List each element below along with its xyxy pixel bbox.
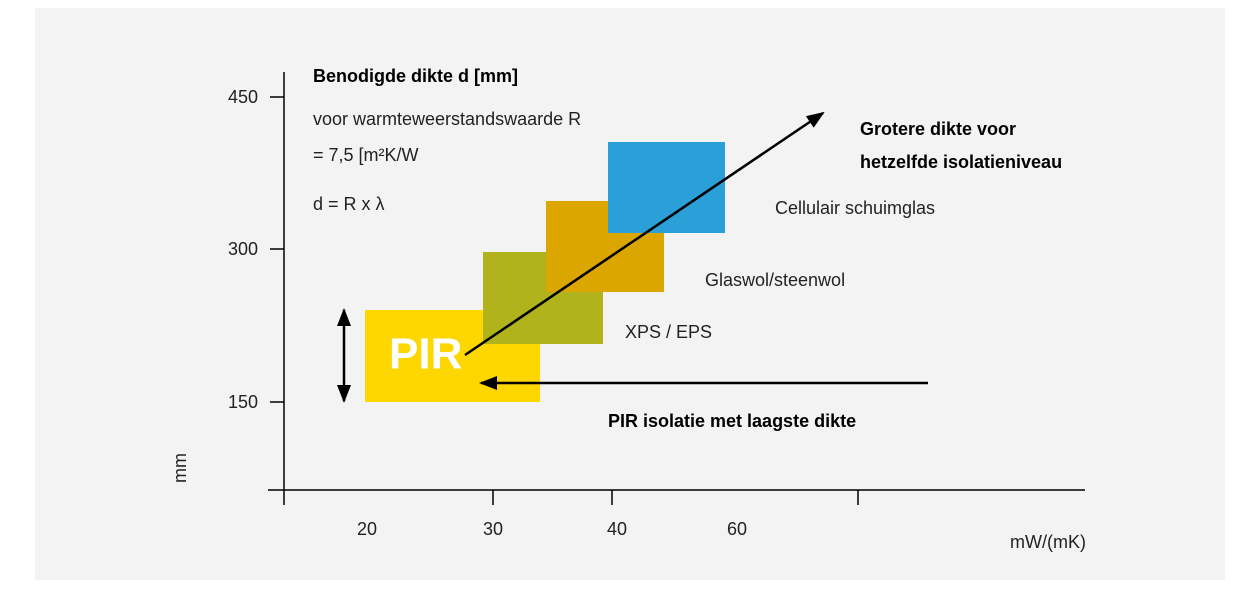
title: Benodigde dikte d [mm] <box>313 66 518 86</box>
annotation: PIR isolatie met laagste dikte <box>608 411 856 431</box>
trend-arrow <box>464 111 825 357</box>
x-tick-label: 20 <box>357 519 377 539</box>
y-axis-label: mm <box>170 453 190 483</box>
x-tick-label: 40 <box>607 519 627 539</box>
x-axis-label: mW/(mK) <box>1010 532 1086 552</box>
pir-label: PIR <box>389 330 462 379</box>
material-label: XPS / EPS <box>625 322 712 342</box>
description: voor warmteweerstandswaarde R <box>313 109 581 129</box>
y-tick-label: 150 <box>228 392 258 412</box>
panel <box>35 8 1225 580</box>
annotation: Grotere dikte voor <box>860 119 1016 139</box>
material-label: Cellulair schuimglas <box>775 198 935 218</box>
description: d = R x λ <box>313 194 385 214</box>
y-tick-label: 450 <box>228 87 258 107</box>
annotation: hetzelfde isolatieniveau <box>860 152 1062 172</box>
x-tick-label: 60 <box>727 519 747 539</box>
x-tick-label: 30 <box>483 519 503 539</box>
description: = 7,5 [m²K/W <box>313 145 419 165</box>
material-label: Glaswol/steenwol <box>705 270 845 290</box>
y-tick-label: 300 <box>228 239 258 259</box>
